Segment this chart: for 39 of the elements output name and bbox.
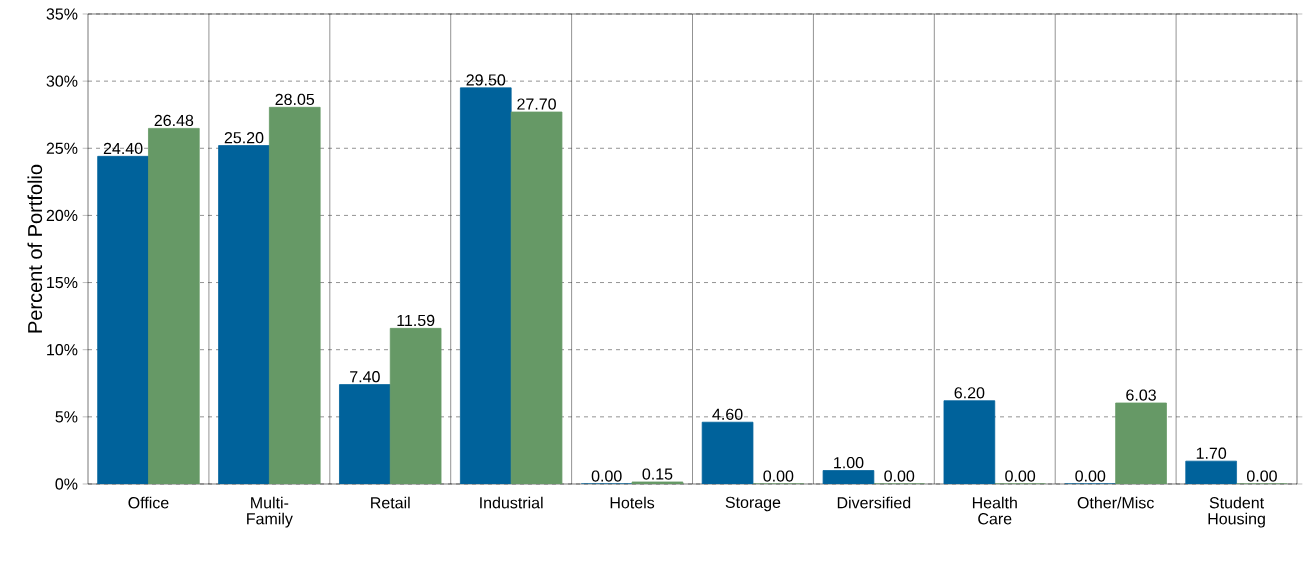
data-label: 0.00	[884, 470, 915, 482]
data-label: 24.40	[103, 142, 143, 155]
y-tick-label: 25%	[46, 142, 78, 154]
x-tick-label: Hotels	[610, 496, 655, 509]
x-tick-label: Student Housing	[1208, 496, 1265, 528]
data-label: 0.00	[1005, 470, 1036, 482]
y-tick-label: 35%	[46, 8, 78, 20]
y-tick-label: 20%	[46, 209, 78, 222]
data-label: 26.48	[154, 114, 194, 127]
data-label: 25.20	[224, 132, 264, 144]
data-label: 28.05	[275, 93, 315, 106]
data-label: 6.03	[1126, 389, 1156, 401]
x-tick-label: Other/Misc	[1077, 496, 1154, 509]
data-label: 1.70	[1196, 447, 1227, 459]
x-tick-label: Office	[128, 496, 169, 509]
y-axis-title: Percent of Portfolio	[27, 164, 43, 333]
x-tick-label: Industrial	[480, 496, 543, 509]
data-label: 6.20	[954, 387, 985, 399]
data-label: 1.00	[834, 456, 864, 469]
data-label: 0.15	[642, 468, 673, 480]
x-tick-label: Multi-Family	[247, 496, 293, 528]
y-tick-label: 15%	[47, 276, 78, 289]
data-label: 7.40	[350, 371, 380, 383]
data-label: 0.00	[1075, 470, 1106, 482]
x-tick-label: Diversified	[837, 496, 911, 509]
data-label: 0.00	[1247, 470, 1277, 482]
y-tick-label: 30%	[46, 75, 78, 87]
data-label: 29.50	[466, 74, 506, 86]
x-tick-label: Retail	[371, 496, 410, 509]
x-tick-label: Storage	[725, 496, 781, 512]
data-label: 4.60	[712, 408, 743, 420]
data-label: 0.00	[591, 470, 622, 482]
x-tick-label: Health Care	[972, 496, 1017, 525]
y-tick-label: 0%	[55, 478, 78, 490]
data-label: 27.70	[517, 98, 556, 110]
y-tick-label: 10%	[47, 344, 78, 356]
y-tick-label: 5%	[55, 411, 78, 423]
data-label: 11.59	[397, 314, 435, 327]
data-label: 0.00	[763, 470, 794, 482]
